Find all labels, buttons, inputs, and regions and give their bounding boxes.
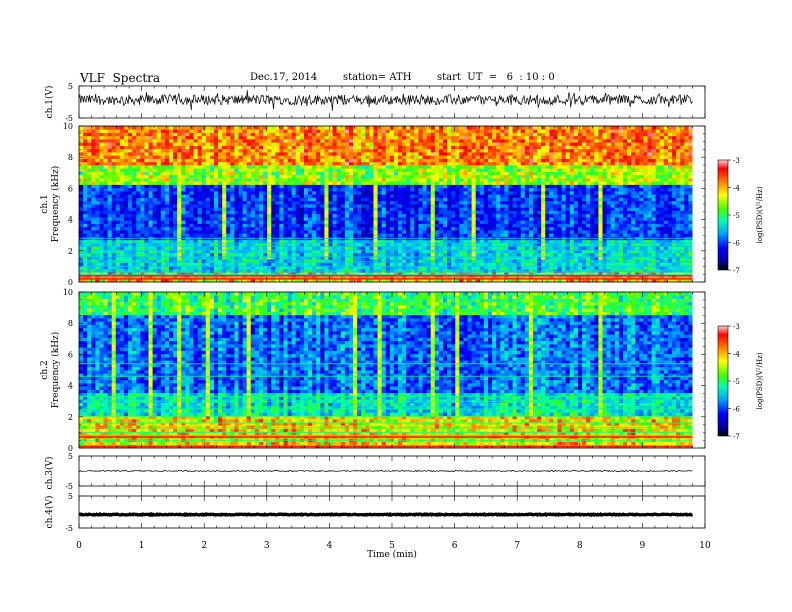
ch2-spec-ylabel-line1: ch.2 — [40, 360, 50, 379]
start-time-label: start UT = 6 : 10 : 0 — [437, 72, 555, 83]
time-tick-label: 4 — [327, 541, 333, 551]
ch3-ylabel: ch.3(V) — [44, 457, 55, 490]
time-tick-label: 0 — [76, 541, 82, 551]
ch1-voltage-panel: 5 -5 — [65, 82, 706, 123]
ch2-colorbar-tick-label: -5 — [733, 378, 740, 386]
ch1-spectrogram-ytick-label: 0 — [68, 278, 73, 287]
station-label: station= ATH — [343, 72, 412, 83]
time-tick-label: 9 — [640, 541, 646, 551]
ch1-colorbar: log(PSD)(V²/Hz) — [717, 159, 764, 271]
ch1-colorbar-tick-label: -6 — [733, 240, 740, 248]
ch3-voltage-ytick-label: 5 — [68, 452, 73, 461]
ch1-voltage-ytick-label: -5 — [65, 114, 73, 123]
ch1-voltage-ytick-label: 5 — [68, 82, 73, 91]
time-axis: 0 1 2 3 4 5 6 7 8 9 10 — [76, 486, 711, 551]
ch1-spec-ylabel-line1: ch.1 — [40, 194, 50, 213]
ch2-spectrogram-ytick-label: 6 — [68, 350, 73, 359]
ch1-colorbar-tick-label: -4 — [733, 185, 740, 193]
time-tick-label: 2 — [201, 541, 207, 551]
x-axis-label: Time (min) — [367, 549, 417, 560]
ch4-voltage-panel: 5 -5 — [65, 492, 706, 533]
ch2-spec-ylabel-line2: Frequency (kHz) — [50, 332, 61, 409]
ch1-spectrogram-ytick-label: 2 — [68, 247, 73, 256]
ch2-spectrogram-cells — [79, 292, 693, 449]
ch1-spectrogram-cells — [79, 126, 693, 283]
ch2-spectrogram-ytick-label: 8 — [68, 319, 73, 328]
time-tick-label: 1 — [139, 541, 145, 551]
chart-title: VLF Spectra — [80, 71, 161, 85]
time-tick-label: 3 — [264, 541, 270, 551]
ch4-voltage-trace — [78, 511, 694, 518]
time-tick-label: 8 — [577, 541, 583, 551]
ch3-voltage-trace — [78, 469, 693, 473]
ch2-spectrogram-ytick-label: 0 — [68, 444, 73, 453]
time-tick-label: 5 — [389, 541, 395, 551]
ch1-spec-ylabel-line2: Frequency (kHz) — [50, 166, 61, 243]
ch1-colorbar-tick-label: -7 — [733, 267, 740, 275]
ch1-colorbar-tick-label: -5 — [733, 212, 740, 220]
ch1-voltage-trace — [78, 90, 693, 111]
ch2-colorbar-tick-label: -3 — [733, 323, 740, 331]
ch2-spectrogram-panel: 0 2 4 6 8 10 — [63, 288, 706, 453]
ch2-colorbar-tick-label: -6 — [733, 406, 740, 414]
time-tick-label: 6 — [452, 541, 458, 551]
ch1-ylabel: ch.1(V) — [44, 86, 55, 119]
ch2-spectrogram-nodata — [692, 292, 705, 448]
ch2-colorbar-tick-label: -4 — [733, 351, 740, 359]
ch1-spectrogram-ytick-label: 4 — [68, 216, 73, 225]
time-tick-label: 7 — [514, 541, 520, 551]
ch2-colorbar: log(PSD)(V²/Hz) — [717, 325, 764, 437]
ch1-colorbar-ticks: -3 -4 -5 -6 -7 — [728, 157, 740, 275]
ch1-colorbar-tick-label: -3 — [733, 157, 740, 165]
ch2-spectrogram-ytick-label: 2 — [68, 413, 73, 422]
date-label: Dec.17, 2014 — [250, 72, 318, 83]
ch1-spectrogram-panel: 0 2 4 6 8 10 — [63, 122, 706, 287]
ch2-spectrogram-ytick-label: 10 — [63, 288, 73, 297]
ch1-spectrogram-ytick-label: 10 — [63, 122, 73, 131]
ch2-colorbar-ticks: -3 -4 -5 -6 -7 — [728, 323, 740, 441]
ch2-colorbar-label: log(PSD)(V²/Hz) — [756, 352, 764, 409]
ch3-voltage-panel: 5 -5 — [65, 452, 706, 491]
time-tick-label: 10 — [699, 541, 711, 551]
ch4-voltage-ytick-label: 5 — [68, 492, 73, 501]
ch3-voltage-ytick-label: -5 — [65, 482, 73, 491]
ch1-colorbar-label: log(PSD)(V²/Hz) — [756, 186, 764, 243]
ch4-ylabel: ch.4(V) — [44, 496, 55, 529]
ch1-spectrogram-nodata — [692, 126, 705, 282]
ch2-spectrogram-ytick-label: 4 — [68, 382, 73, 391]
ch1-spectrogram-ytick-label: 6 — [68, 184, 73, 193]
ch4-voltage-ytick-label: -5 — [65, 524, 73, 533]
ch2-colorbar-tick-label: -7 — [733, 433, 740, 441]
ch1-spectrogram-ytick-label: 8 — [68, 153, 73, 162]
